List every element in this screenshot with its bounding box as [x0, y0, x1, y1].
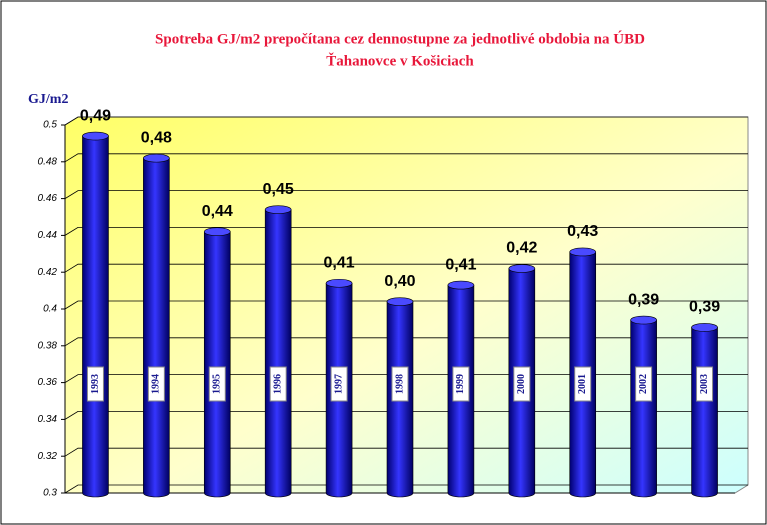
- y-tick-label: 0.32: [38, 451, 58, 462]
- value-label: 0,44: [202, 203, 233, 220]
- bar-group: 0,45 1996: [263, 181, 294, 498]
- grid-line: [64, 190, 748, 199]
- bar-group: 0,41 1997: [324, 254, 355, 498]
- bar-top: [569, 247, 597, 257]
- x-tick-label: 2001: [577, 374, 588, 394]
- y-tick-label: 0.3: [43, 488, 57, 499]
- bar-top: [386, 297, 414, 306]
- y-tick-label: 0.38: [38, 340, 58, 351]
- y-tick-label: 0.34: [38, 414, 58, 425]
- x-tick-label: 1996: [272, 374, 283, 394]
- x-tick-label: 1997: [333, 374, 344, 394]
- bar-group: 0,40 1998: [384, 273, 416, 498]
- value-label: 0,41: [445, 256, 476, 273]
- y-tick-label: 0.44: [38, 230, 58, 241]
- chart-subtitle: Ťahanovce v Košiciach: [326, 52, 474, 69]
- y-tick-label: 0.48: [38, 156, 58, 167]
- grid-line: [64, 153, 748, 163]
- bar-group: 0,39 2003: [689, 299, 720, 498]
- chart-title: Spotreba GJ/m2 prepočítana cez dennostup…: [155, 30, 645, 47]
- value-label: 0,48: [141, 129, 172, 146]
- category-box: [208, 366, 226, 402]
- bar-top: [203, 227, 231, 237]
- x-tick-label: 2002: [638, 374, 649, 394]
- bar-top: [447, 280, 475, 290]
- category-box: [513, 366, 531, 402]
- x-tick-label: 2000: [516, 374, 527, 394]
- bar-group: 0,42 2000: [506, 240, 537, 498]
- bar-top: [325, 278, 353, 288]
- bar-group: 0,49 1993: [80, 107, 111, 498]
- x-tick-label: 1995: [212, 374, 223, 394]
- x-tick-label: 1993: [90, 374, 101, 394]
- category-box: [330, 366, 348, 402]
- bar-top: [143, 153, 170, 163]
- bar-group: 0,43 2001: [567, 223, 598, 498]
- x-tick-label: 1994: [151, 374, 162, 394]
- y-tick-label: 0.42: [38, 267, 58, 278]
- y-tick-label: 0.46: [38, 193, 58, 204]
- category-box: [269, 366, 287, 402]
- category-box: [452, 366, 470, 402]
- value-label: 0,43: [567, 223, 598, 240]
- bar-top: [691, 323, 718, 332]
- bar-group: 0,41 1999: [445, 256, 477, 498]
- grid-line: [64, 116, 748, 126]
- category-box: [696, 366, 714, 402]
- bar-group: 0,44 1995: [202, 203, 233, 498]
- bar: [264, 209, 292, 498]
- category-box: [147, 366, 165, 402]
- x-tick-label: 1998: [394, 374, 405, 394]
- category-box: [86, 366, 104, 402]
- bar: [630, 319, 657, 498]
- grid-line: [64, 263, 748, 273]
- category-box: [391, 366, 409, 402]
- bar: [203, 231, 231, 498]
- value-label: 0,39: [689, 299, 720, 316]
- value-label: 0,40: [384, 273, 415, 290]
- bar-top: [264, 205, 292, 214]
- value-label: 0,45: [263, 181, 294, 198]
- bar-top: [82, 131, 109, 141]
- x-tick-label: 2003: [699, 374, 710, 394]
- grid-line: [64, 226, 748, 236]
- value-label: 0,39: [628, 291, 659, 308]
- category-box: [635, 366, 653, 402]
- x-tick-label: 1999: [455, 374, 466, 394]
- bar-top: [630, 315, 657, 325]
- value-label: 0,49: [80, 107, 111, 124]
- bar: [691, 327, 718, 498]
- y-tick-label: 0.4: [43, 304, 57, 315]
- bar: [143, 157, 170, 498]
- y-axis-label: GJ/m2: [28, 92, 68, 107]
- bar-group: 0,48 1994: [141, 129, 172, 498]
- value-label: 0,41: [324, 254, 355, 271]
- bar: [82, 135, 109, 498]
- y-tick-label: 0.5: [43, 120, 57, 131]
- bar-group: 0,39 2002: [628, 291, 659, 498]
- category-box: [574, 366, 592, 402]
- bar-top: [508, 264, 536, 273]
- value-label: 0,42: [506, 240, 537, 257]
- y-tick-label: 0.36: [38, 377, 58, 388]
